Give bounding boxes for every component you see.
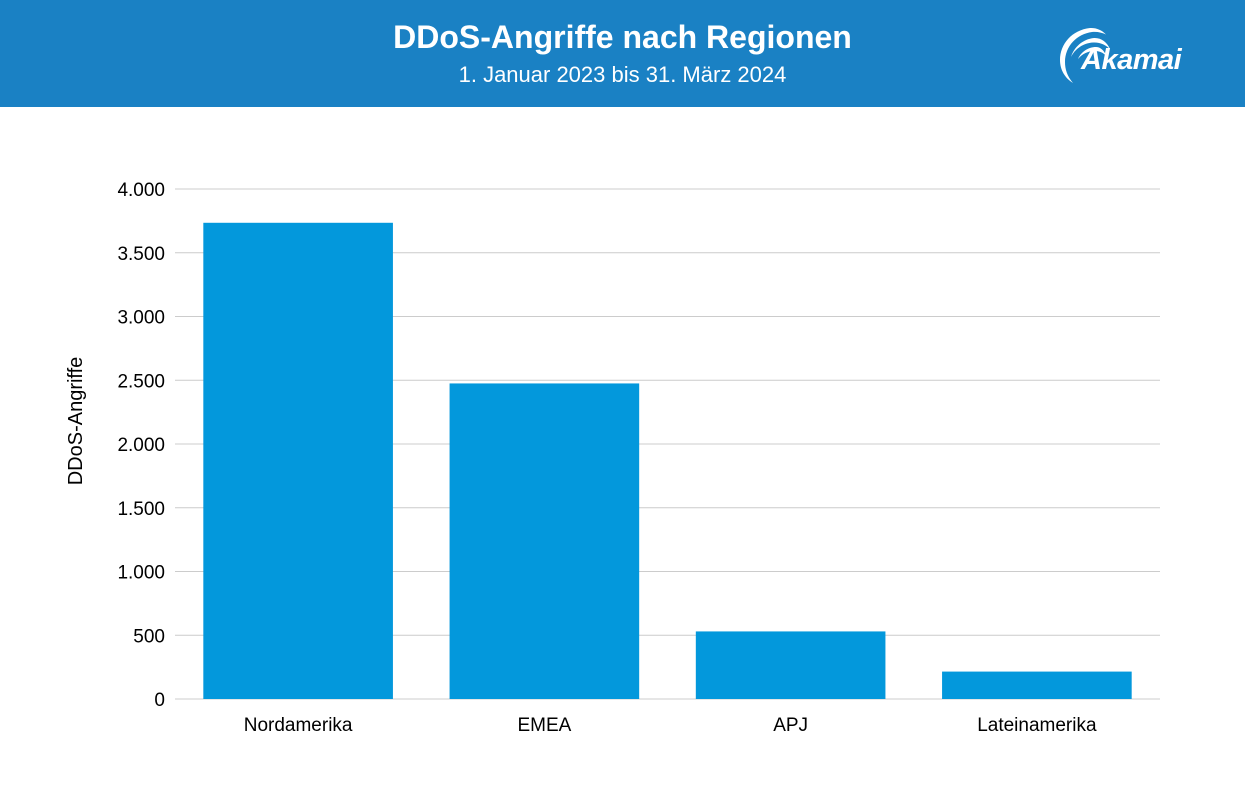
chart-title: DDoS-Angriffe nach Regionen xyxy=(393,19,852,55)
y-tick-label: 3.500 xyxy=(117,244,165,265)
x-tick-label: Lateinamerika xyxy=(977,715,1097,736)
y-tick-label: 3.000 xyxy=(117,308,165,329)
x-tick-label: EMEA xyxy=(517,715,571,736)
akamai-wave-icon xyxy=(1060,27,1110,83)
y-tick-label: 2.000 xyxy=(117,435,165,456)
x-axis-ticks: Nordamerika EMEA APJ Lateinamerika xyxy=(244,715,1097,736)
y-tick-label: 4.000 xyxy=(117,180,165,201)
chart-subtitle: 1. Januar 2023 bis 31. März 2024 xyxy=(458,62,787,87)
y-tick-label: 0 xyxy=(154,690,165,711)
bar-chart: 05001.0001.5002.0002.5003.0003.5004.000 … xyxy=(65,180,1160,736)
akamai-logo-text: Akamai xyxy=(1081,44,1182,76)
y-tick-label: 500 xyxy=(133,626,165,647)
y-tick-label: 1.000 xyxy=(117,563,165,584)
y-axis-ticks: 0 500 1.000 1.500 2.000 2.500 3.000 3.500 4.000 xyxy=(117,180,165,711)
bars xyxy=(203,222,1132,699)
bar-apj xyxy=(695,631,886,699)
bar-lateinamerika xyxy=(942,671,1132,699)
y-tick-label: 2.500 xyxy=(117,371,165,392)
bar-emea xyxy=(449,383,640,699)
x-tick-label: Nordamerika xyxy=(244,715,353,736)
akamai-logo: Akamai xyxy=(1056,24,1206,88)
bar-nordamerika xyxy=(203,222,393,699)
chart-header: DDoS-Angriffe nach Regionen 1. Januar 20… xyxy=(0,0,1245,107)
y-axis-label: DDoS-Angriffe xyxy=(65,357,87,486)
y-tick-label: 1.500 xyxy=(117,499,165,520)
x-tick-label: APJ xyxy=(773,715,808,736)
